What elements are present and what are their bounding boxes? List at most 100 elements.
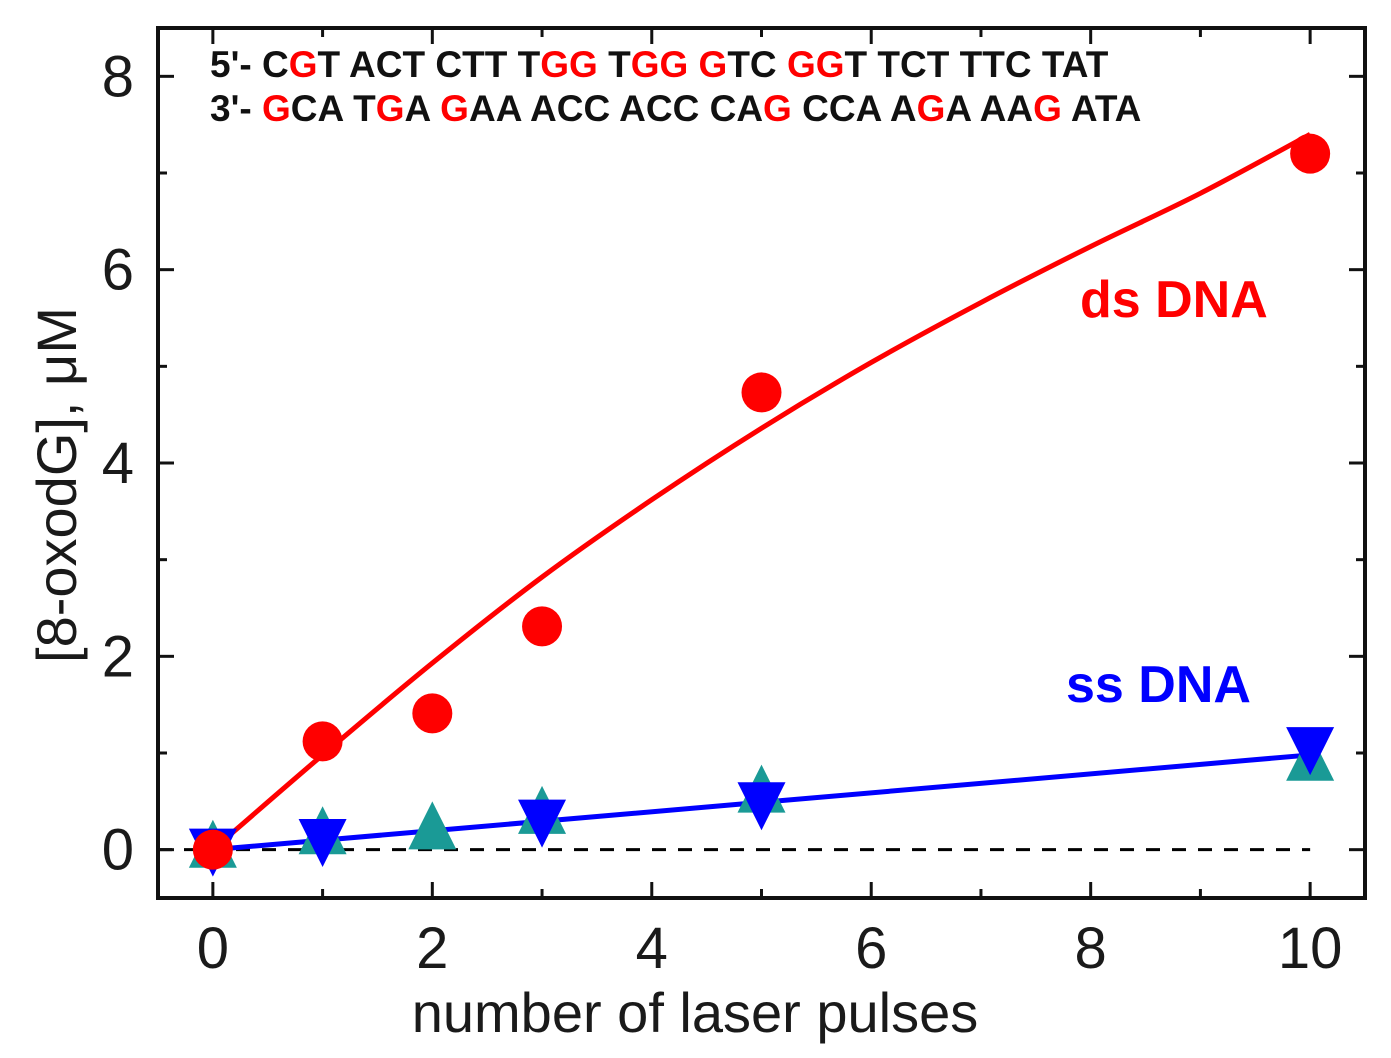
sequence-base: C [435, 44, 462, 85]
data-point-ds-dna [412, 693, 453, 734]
sequence-base-highlighted: G [659, 44, 688, 85]
sequence-space [430, 88, 440, 129]
sequence-base: A [945, 88, 971, 129]
sequence-base-highlighted: G [262, 88, 291, 129]
sequence-base: C [376, 44, 403, 85]
sequence-line-5prime: 5'- CGT ACT CTT TGG TGG GTC GGT TCT TTC … [210, 44, 1109, 85]
sequence-base: C [557, 88, 584, 129]
sequence-base: A [980, 88, 1007, 129]
sequence-space [507, 44, 517, 85]
sequence-base-highlighted: G [787, 44, 816, 85]
y-tick-label: 2 [102, 624, 134, 689]
data-point-ss-dna [1286, 727, 1335, 776]
y-tick-label: 8 [102, 44, 134, 109]
sequence-line-3prime: 3'- GCA TGA GAA ACC ACC CAG CCA AGA AAG … [210, 88, 1141, 129]
sequence-space [610, 88, 619, 129]
sequence-space [881, 88, 890, 129]
sequence-space [949, 44, 959, 85]
sequence-base: A [890, 88, 917, 129]
x-axis-label: number of laser pulses [412, 981, 979, 1044]
sequence-space [598, 44, 608, 85]
series-label-ds-dna: ds DNA [1080, 271, 1268, 329]
sequence-base-highlighted: G [440, 88, 469, 129]
data-point-ds-dna [192, 829, 233, 870]
y-tick-label: 4 [102, 431, 134, 496]
data-point-ds-dna [522, 606, 563, 647]
sequence-base: C [750, 44, 777, 85]
sequence-space [777, 44, 787, 85]
sequence-base-highlighted: G [1033, 88, 1062, 129]
x-tick-label: 4 [636, 916, 668, 981]
sequence-base: T [462, 44, 485, 85]
x-tick-label: 0 [197, 916, 229, 981]
sequence-base: C [673, 88, 700, 129]
x-tick-label: 6 [855, 916, 887, 981]
y-tick-label: 0 [102, 818, 134, 883]
sequence-space [340, 44, 349, 85]
x-tick-label: 10 [1278, 916, 1343, 981]
sequence-space [792, 88, 802, 129]
sequence-base: A [736, 88, 763, 129]
sequence-base: T [727, 44, 750, 85]
data-point-ss-dna-second-set [408, 801, 457, 850]
sequence-base: A [349, 44, 376, 85]
sequence-base: C [646, 88, 673, 129]
sequence-base-highlighted: G [699, 44, 728, 85]
y-axis-label: [8-oxodG], μM [25, 307, 88, 663]
sequence-base: T [927, 44, 950, 85]
sequence-base: T [982, 44, 1005, 85]
sequence-base: T [608, 44, 631, 85]
sequence-base: C [1005, 44, 1032, 85]
fit-curves [211, 132, 1312, 853]
sequence-base: A [1115, 88, 1142, 129]
sequence-base: A [469, 88, 496, 129]
sequence-base-highlighted: G [376, 88, 405, 129]
sequence-base-highlighted: G [816, 44, 845, 85]
sequence-base: C [802, 88, 829, 129]
sequence-base-highlighted: G [631, 44, 660, 85]
data-point-ss-dna [737, 782, 786, 831]
sequence-base: C [900, 44, 927, 85]
sequence-space [1032, 44, 1042, 85]
sequence-base: T [1095, 88, 1118, 129]
sequence-base: T [318, 44, 341, 85]
x-tick-label: 8 [1075, 916, 1107, 981]
data-markers [188, 133, 1335, 877]
data-point-ss-dna [298, 819, 347, 867]
sequence-space [699, 88, 709, 129]
sequence-base-highlighted: G [289, 44, 318, 85]
data-point-ds-dna [1290, 133, 1331, 174]
sequence-prefix: 3'- [210, 88, 262, 129]
sequence-base: A [619, 88, 646, 129]
sequence-base: C [829, 88, 856, 129]
sequence-space [343, 88, 353, 129]
sequence-base-highlighted: G [917, 88, 946, 129]
sequence-base: T [403, 44, 426, 85]
sequence-space [425, 44, 435, 85]
sequence-base: T [518, 44, 541, 85]
sequence-base: T [1086, 44, 1109, 85]
x-tick-label: 2 [416, 916, 448, 981]
sequence-space [971, 88, 980, 129]
data-point-ds-dna [302, 721, 343, 762]
sequence-prefix: 5'- [210, 44, 262, 85]
sequence-base-highlighted: G [763, 88, 792, 129]
sequence-base: A [405, 88, 431, 129]
sequence-base: T [845, 44, 868, 85]
sequence-base: T [485, 44, 508, 85]
sequence-base: T [353, 88, 376, 129]
sequence-base: C [583, 88, 610, 129]
sequence-base: C [710, 88, 737, 129]
sequence-space [867, 44, 877, 85]
sequence-base: A [1006, 88, 1033, 129]
sequence-base: T [960, 44, 983, 85]
sequence-space [1062, 88, 1071, 129]
sequence-base: T [877, 44, 900, 85]
data-point-ds-dna [741, 372, 782, 413]
sequence-base-highlighted: G [569, 44, 598, 85]
fit-line-ds-dna [211, 132, 1312, 852]
sequence-base-highlighted: G [540, 44, 569, 85]
sequence-base: A [1062, 44, 1088, 85]
sequence-base: T [1042, 44, 1065, 85]
